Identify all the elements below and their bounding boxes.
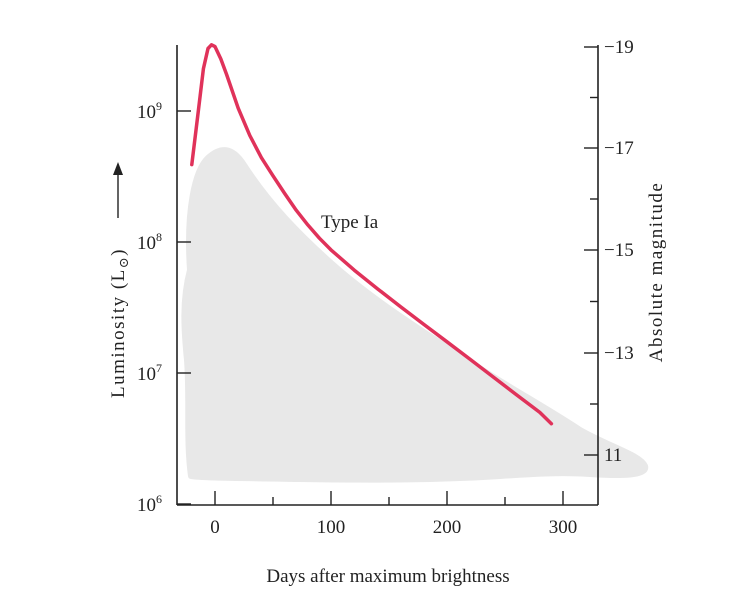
y2-axis-title: Absolute magnitude (646, 182, 667, 363)
axes (176, 45, 599, 506)
nova-region-shading (181, 147, 649, 483)
series-line (190, 43, 554, 426)
labels-layer: 106 107 108 109 0 100 200 300 −19 −17 −15 −13 11 Type… (108, 37, 667, 587)
y2-tick-label: 11 (604, 445, 622, 466)
y2-tick-label: −15 (604, 240, 634, 261)
x-tick-label: 100 (317, 517, 346, 538)
y2-tick-label: −13 (604, 343, 634, 364)
y-axis-arrowhead (113, 162, 123, 175)
y2-tick-label: −17 (604, 138, 634, 159)
y-tick-label: 106 (137, 492, 162, 516)
series-layer (190, 43, 554, 426)
shaded-region (181, 147, 649, 483)
y-tick-label: 109 (137, 99, 162, 123)
y-tick-label: 108 (137, 230, 162, 254)
x-tick-label: 200 (433, 517, 462, 538)
x-axis-title: Days after maximum brightness (266, 566, 509, 587)
x-tick-label: 0 (210, 517, 220, 538)
y2-tick-label: −19 (604, 37, 634, 58)
y-tick-label: 107 (137, 361, 162, 385)
x-tick-label: 300 (549, 517, 578, 538)
y-axis-title: Luminosity (L⊙) (108, 248, 131, 398)
series-label: Type Ia (321, 212, 379, 233)
